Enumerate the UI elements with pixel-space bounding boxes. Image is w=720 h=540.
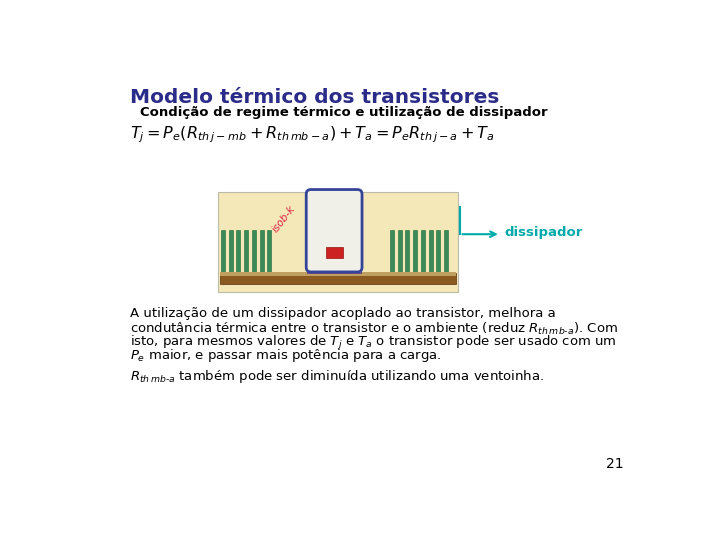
Bar <box>405 231 409 283</box>
Bar <box>413 231 417 283</box>
Text: isto, para mesmos valores de $T_j$ e $T_a$ o transistor pode ser usado com um: isto, para mesmos valores de $T_j$ e $T_… <box>130 334 617 352</box>
Bar <box>229 231 233 283</box>
Text: dissipador: dissipador <box>505 226 583 239</box>
Text: Condição de regime térmico e utilização de dissipador: Condição de regime térmico e utilização … <box>140 106 548 119</box>
Bar <box>325 247 343 258</box>
Text: Modelo térmico dos transistores: Modelo térmico dos transistores <box>130 88 500 107</box>
Bar <box>390 231 394 283</box>
Text: $R_{th\,mb\text{-}a}$ também pode ser diminuída utilizando uma ventoinha.: $R_{th\,mb\text{-}a}$ também pode ser di… <box>130 368 544 385</box>
Bar <box>218 192 458 292</box>
Bar <box>436 231 441 283</box>
Bar <box>236 231 240 283</box>
Bar <box>421 231 425 283</box>
Bar <box>307 267 361 273</box>
Text: $P_e$ maior, e passar mais potência para a carga.: $P_e$ maior, e passar mais potência para… <box>130 347 442 363</box>
Bar <box>397 231 402 283</box>
Text: A utilização de um dissipador acoplado ao transistor, melhora a: A utilização de um dissipador acoplado a… <box>130 307 556 320</box>
Bar <box>221 231 225 283</box>
Text: condutância térmica entre o transistor e o ambiente (reduz $R_{th\,mb\text{-}a}$: condutância térmica entre o transistor e… <box>130 320 618 336</box>
Text: $T_j = P_e\left(R_{th\,j-mb} + R_{th\,mb-a}\right) + T_a = P_e R_{th\,j-a} + T_a: $T_j = P_e\left(R_{th\,j-mb} + R_{th\,mb… <box>130 125 495 145</box>
Text: 21: 21 <box>606 457 624 471</box>
Bar <box>252 231 256 283</box>
FancyBboxPatch shape <box>306 190 362 272</box>
Bar <box>244 231 248 283</box>
Bar <box>267 231 271 283</box>
Bar <box>260 231 264 283</box>
Text: isob-k: isob-k <box>271 203 297 234</box>
Bar <box>444 231 448 283</box>
Bar <box>428 231 433 283</box>
Bar <box>220 272 456 276</box>
Bar <box>220 273 456 284</box>
